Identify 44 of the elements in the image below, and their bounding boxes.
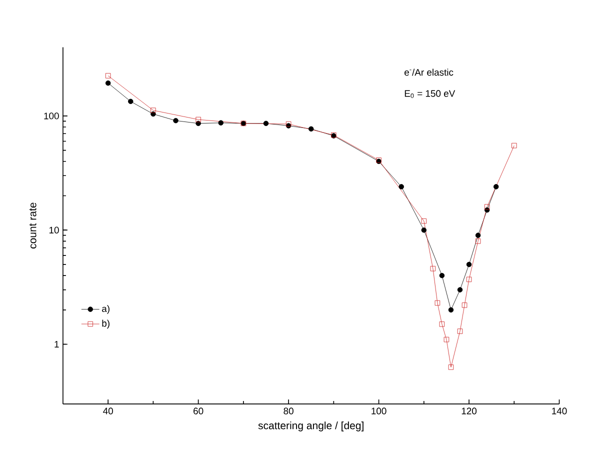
x-tick-label: 100 <box>372 407 386 414</box>
y-tick-label: 100 <box>44 112 59 120</box>
x-tick-label: 60 <box>194 407 204 414</box>
point <box>439 272 445 278</box>
x-axis-title: scattering angle / [deg] <box>258 421 364 432</box>
point <box>448 307 454 312</box>
x-tick-label: 80 <box>284 407 294 414</box>
legend-label: b) <box>102 320 110 328</box>
point <box>512 142 517 148</box>
point <box>421 218 427 224</box>
point <box>493 184 499 190</box>
point <box>484 204 490 210</box>
x-tick-label: 140 <box>552 407 567 414</box>
point <box>173 118 178 124</box>
point <box>105 80 111 86</box>
point <box>263 120 269 126</box>
point <box>457 328 463 334</box>
x-tick-label: 120 <box>462 407 477 414</box>
point <box>308 126 314 132</box>
y-tick-label: 10 <box>49 226 59 234</box>
point <box>466 276 472 282</box>
point <box>448 364 454 370</box>
point <box>457 286 463 292</box>
point <box>218 120 224 126</box>
point <box>466 262 472 267</box>
y-tick-label: 1 <box>54 340 59 348</box>
point <box>150 108 156 113</box>
point <box>444 336 450 342</box>
point <box>475 238 481 244</box>
point <box>196 116 201 122</box>
point <box>475 232 481 238</box>
point <box>128 98 134 104</box>
point <box>105 72 111 78</box>
x-tick-label: 40 <box>103 407 113 414</box>
annotation: e$^{-}$/Ar elastic <box>404 68 454 76</box>
legend-label: a) <box>102 304 110 314</box>
point <box>398 184 404 190</box>
annotation: E$_{0}$ = 150 eV <box>404 90 456 98</box>
point <box>430 266 436 272</box>
point <box>434 300 440 306</box>
y-axis-title: count rate <box>29 202 36 248</box>
point <box>462 302 468 308</box>
point <box>421 227 427 233</box>
point <box>439 321 445 327</box>
